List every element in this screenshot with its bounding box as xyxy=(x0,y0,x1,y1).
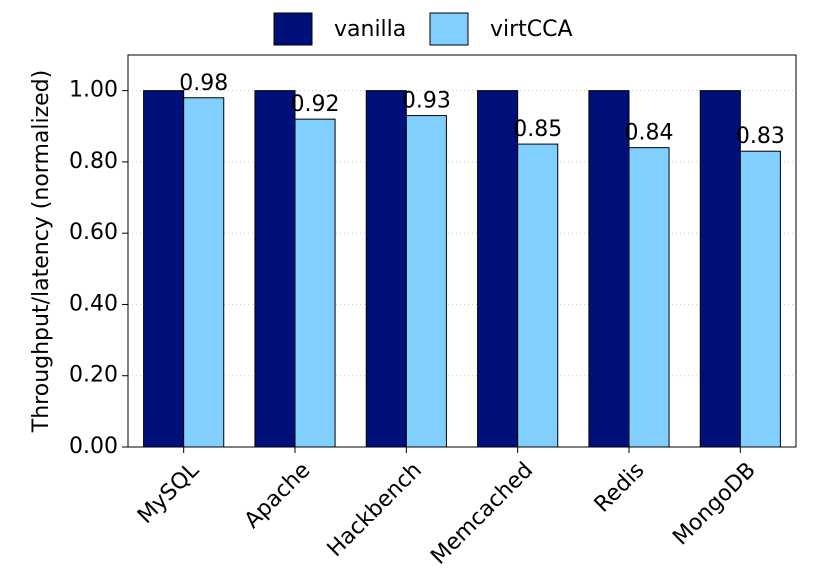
bar xyxy=(739,150,781,448)
legend-swatch xyxy=(429,12,469,46)
value-label: 0.83 xyxy=(736,124,785,149)
legend-swatch xyxy=(273,12,313,46)
value-label: 0.84 xyxy=(625,121,674,146)
plot-frame xyxy=(127,54,797,448)
x-tick-label: MongoDB xyxy=(668,458,761,551)
bar xyxy=(477,90,519,448)
x-tick-label: Hackbench xyxy=(323,458,427,562)
x-tick-label: MySQL xyxy=(133,457,205,529)
legend-label: virtCCA xyxy=(490,17,573,42)
y-tick-label: 0.00 xyxy=(69,434,118,459)
y-axis-label: Throughput/latency (normalized) xyxy=(29,70,54,433)
value-label: 0.92 xyxy=(291,92,340,117)
y-tick-label: 0.20 xyxy=(69,363,118,388)
x-tick-label: Apache xyxy=(240,458,316,534)
bar xyxy=(628,147,670,448)
value-label: 0.93 xyxy=(402,89,451,114)
bar xyxy=(254,90,296,448)
bar xyxy=(143,90,185,448)
y-tick-label: 0.40 xyxy=(69,291,118,316)
bar xyxy=(588,90,630,448)
legend-label: vanilla xyxy=(334,17,406,42)
value-label: 0.85 xyxy=(513,117,562,142)
bar xyxy=(365,90,407,448)
bar xyxy=(405,115,447,448)
x-tick-label: Memcached xyxy=(426,458,538,570)
y-tick-label: 0.80 xyxy=(69,149,118,174)
bar xyxy=(183,97,225,448)
y-tick-label: 1.00 xyxy=(69,78,118,103)
bar xyxy=(517,143,559,448)
value-label: 0.98 xyxy=(179,71,228,96)
y-tick-label: 0.60 xyxy=(69,220,118,245)
bar xyxy=(699,90,741,448)
bar xyxy=(294,118,336,448)
x-tick-label: Redis xyxy=(590,458,650,518)
